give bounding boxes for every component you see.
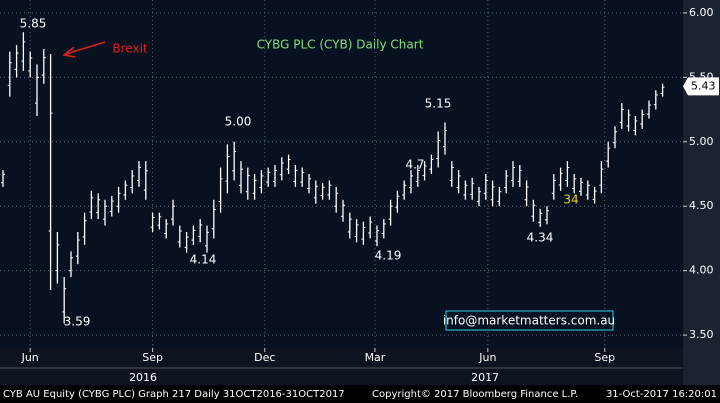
y-tick-label: 3.50 — [689, 328, 714, 341]
annotation: 5.15 — [425, 97, 452, 111]
last-price-label: 5.43 — [691, 79, 716, 92]
year-label: 2016 — [129, 371, 157, 384]
brexit-arrow — [65, 41, 106, 55]
x-tick-label: Jun — [478, 351, 496, 364]
x-tick-label: Sep — [142, 351, 163, 364]
annotation: 4.7 — [405, 158, 424, 172]
annotation: 5.00 — [225, 115, 252, 129]
footer-right: 31-Oct-2017 16:20:01 — [606, 389, 717, 400]
annotation: 4.34 — [527, 231, 554, 245]
plot-area — [0, 0, 683, 348]
annotation: 34 — [563, 193, 578, 207]
last-price-tag — [683, 77, 719, 96]
annotation: Brexit — [112, 42, 148, 56]
y-axis-panel — [683, 0, 720, 385]
annotation: 5.85 — [20, 17, 47, 31]
x-tick-label: Mar — [365, 351, 386, 364]
watermark-box — [445, 310, 614, 331]
grid — [0, 0, 687, 352]
annotation: 3.59 — [64, 315, 91, 329]
x-tick-label: Dec — [254, 351, 275, 364]
chart-title: CYBG PLC (CYB) Daily Chart — [257, 38, 424, 52]
footer-bar — [0, 385, 720, 403]
brexit-arrowhead — [62, 46, 76, 58]
watermark: info@marketmatters.com.au — [443, 314, 615, 328]
footer-center: Copyright© 2017 Bloomberg Finance L.P. — [372, 389, 578, 400]
y-tick-label: 4.00 — [689, 264, 714, 277]
year-label: 2017 — [471, 371, 499, 384]
y-tick-label: 6.00 — [689, 6, 714, 19]
x-tick-label: Sep — [594, 351, 615, 364]
x-axis-panel — [0, 348, 683, 385]
y-tick-label: 4.50 — [689, 199, 714, 212]
x-tick-label: Jun — [21, 351, 39, 364]
annotation: 4.19 — [375, 249, 402, 263]
bars — [0, 32, 665, 324]
y-tick-label: 5.00 — [689, 135, 714, 148]
footer-left: CYB AU Equity (CYBG PLC) Graph 217 Daily… — [3, 389, 345, 400]
annotation: 4.14 — [190, 253, 217, 267]
